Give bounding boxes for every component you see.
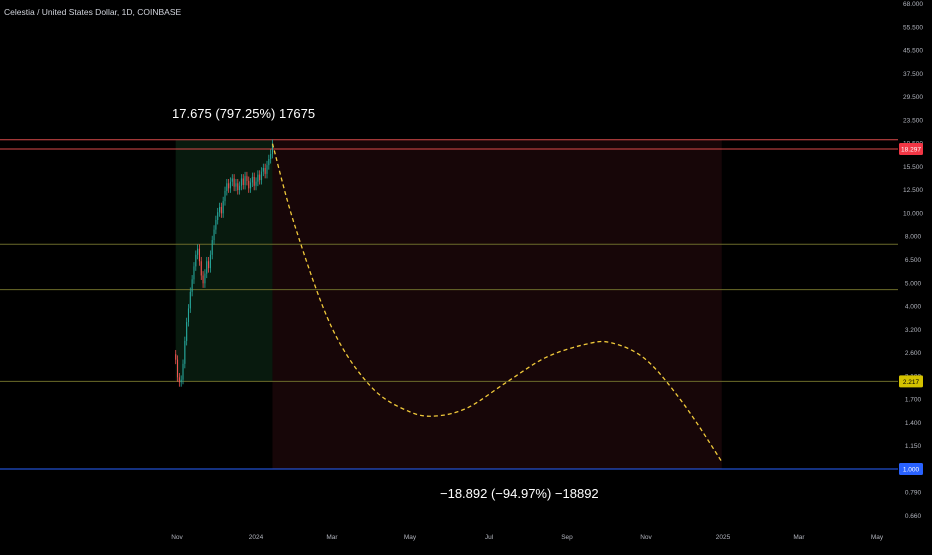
candle-body-0 (175, 354, 177, 360)
candle-body-38 (244, 176, 246, 185)
y-tick-label: 23.500 (903, 117, 923, 124)
candle-body-29 (228, 183, 230, 189)
candle-body-46 (259, 174, 261, 181)
x-tick-label: May (404, 534, 417, 541)
candle-body-41 (250, 182, 252, 189)
candle-body-21 (213, 229, 215, 241)
y-tick-label: 0.790 (905, 490, 922, 497)
y-tick-label: 8.000 (905, 234, 922, 241)
candle-body-16 (204, 273, 206, 284)
y-tick-label: 4.000 (905, 304, 922, 311)
y-tick-label: 68.000 (903, 1, 923, 8)
candle-body-17 (206, 261, 208, 274)
price-badge-label-0: 18.297 (901, 147, 921, 154)
candle-body-52 (270, 153, 272, 160)
candle-body-19 (209, 254, 211, 269)
x-tick-label: Jul (485, 534, 494, 541)
candle-body-35 (239, 185, 241, 191)
x-tick-label: May (871, 534, 884, 541)
candle-body-42 (251, 176, 253, 183)
candle-body-31 (231, 178, 233, 182)
candle-body-45 (257, 174, 259, 182)
y-tick-label: 10.000 (903, 210, 923, 217)
price-badge-label-2: 1.000 (903, 467, 920, 474)
candle-body-7 (187, 308, 190, 323)
candle-body-23 (217, 212, 219, 221)
x-tick-label: Sep (561, 534, 573, 541)
candle-body-10 (193, 266, 195, 280)
candle-body-26 (222, 201, 224, 214)
candle-body-3 (180, 379, 182, 383)
y-tick-label: 37.500 (903, 71, 923, 78)
y-tick-label: 55.500 (903, 24, 923, 31)
symbol-title: Celestia / United States Dollar, 1D, COI… (4, 7, 182, 17)
candle-body-27 (224, 190, 226, 202)
candle-body-25 (220, 207, 222, 214)
y-tick-label: 3.200 (905, 327, 922, 334)
x-tick-label: Mar (326, 534, 338, 541)
projection-curve (271, 143, 723, 462)
candle-body-11 (195, 254, 197, 267)
gain-measure-label: 17.675 (797.25%) 17675 (172, 106, 316, 121)
candle-body-6 (186, 322, 188, 341)
candle-body-22 (215, 220, 217, 230)
candle-body-2 (178, 377, 180, 383)
candle-body-8 (189, 291, 191, 309)
candle-body-50 (266, 165, 268, 174)
candle-body-1 (176, 359, 179, 378)
candle-body-34 (237, 183, 239, 191)
candle-body-9 (191, 279, 193, 292)
candle-body-4 (182, 363, 184, 380)
candle-body-32 (233, 178, 235, 187)
x-tick-label: 2024 (249, 534, 264, 541)
candle-body-36 (240, 178, 242, 186)
candle-body-39 (246, 176, 248, 181)
candle-body-18 (208, 261, 210, 269)
candle-body-49 (264, 167, 266, 174)
y-tick-label: 2.600 (905, 350, 922, 357)
candle-body-28 (226, 183, 228, 191)
candle-body-47 (260, 171, 263, 181)
candle-body-43 (253, 176, 255, 186)
candle-body-14 (200, 261, 202, 276)
y-tick-label: 12.500 (903, 187, 923, 194)
y-tick-label: 15.500 (903, 164, 923, 171)
price-badge-2 (899, 463, 923, 475)
candle-body-24 (218, 207, 221, 213)
price-badge-label-1: 2.217 (903, 379, 920, 386)
loss-zone (272, 139, 722, 469)
y-tick-label: 6.500 (905, 257, 922, 264)
candle-body-13 (198, 248, 200, 262)
candle-body-12 (197, 248, 199, 255)
y-tick-label: 1.400 (905, 420, 922, 427)
y-tick-label: 0.660 (905, 513, 922, 520)
candle-body-5 (184, 340, 186, 364)
price-badge-0 (899, 143, 923, 156)
x-tick-label: 2025 (716, 534, 731, 541)
loss-measure-label: −18.892 (−94.97%) −18892 (440, 486, 599, 501)
x-tick-label: Mar (793, 534, 805, 541)
x-tick-label: Nov (171, 534, 183, 541)
candle-body-53 (271, 143, 274, 154)
y-tick-label: 1.150 (905, 443, 922, 450)
candle-body-33 (235, 183, 237, 187)
y-tick-label: 1.700 (905, 397, 922, 404)
candle-body-37 (242, 178, 244, 185)
y-tick-label: 29.500 (903, 94, 923, 101)
candle-body-51 (268, 159, 270, 166)
candle-body-15 (202, 275, 204, 284)
candle-body-30 (229, 181, 232, 189)
candle-body-20 (211, 240, 213, 255)
y-tick-label: 45.500 (903, 48, 923, 55)
y-tick-label: 5.000 (905, 280, 922, 287)
candle-body-48 (262, 167, 264, 172)
price-badge-1 (899, 375, 923, 388)
candle-body-44 (255, 181, 257, 186)
x-tick-label: Nov (640, 534, 652, 541)
candle-body-40 (248, 180, 250, 189)
